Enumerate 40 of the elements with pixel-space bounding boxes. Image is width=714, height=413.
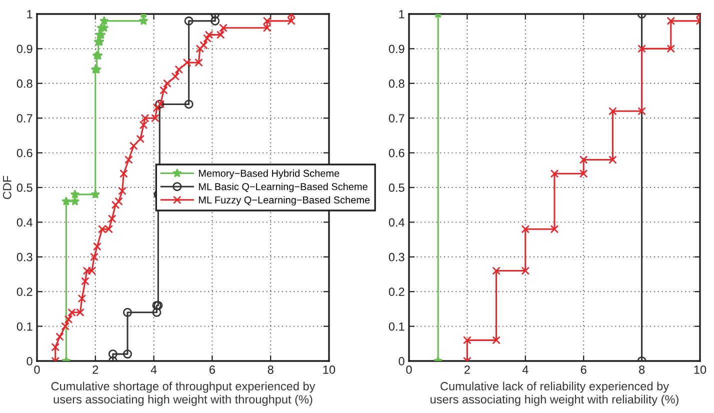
legend-label: Memory−Based Hybrid Scheme [198,170,340,179]
x-tick-label: 0 [406,365,412,374]
x-tick-label: 8 [639,365,645,374]
y-tick-label: 0.7 [388,114,404,122]
x-tick-label: 4 [522,366,528,374]
x-tick-label: 0 [34,365,40,374]
y-tick-label: 0.6 [16,148,32,158]
y-tick-label: 1 [27,10,32,18]
x-tick-label: 8 [268,365,274,374]
y-tick-label: 1 [399,10,404,18]
x-tick-label: 10 [694,365,706,374]
y-tick-label: 0.2 [388,288,404,296]
y-tick-label: 0.8 [388,79,404,88]
y-tick-label: 0.3 [16,252,32,262]
y-tick-label: 0.8 [16,79,32,88]
x-tick-label: 4 [150,366,157,374]
y-tick-label: 0.1 [388,322,404,331]
x-tick-label: 6 [580,365,586,374]
x-axis-title: Cumulative shortage of throughput experienced by users associating high weight with throughput (%) [51,382,316,406]
legend-label: ML Basic Q−Learning−Based Scheme [198,182,368,192]
y-tick-label: 0.1 [16,322,32,331]
y-axis-title: CDF [2,176,12,200]
y-tick-label: 0.9 [388,44,404,54]
y-tick-label: 0.6 [388,148,404,158]
y-tick-label: 0 [398,357,404,366]
legend-label: ML Fuzzy Q−Learning−Based Scheme [198,196,370,206]
y-tick-label: 0.4 [388,218,404,227]
y-tick-label: 0 [26,357,32,366]
y-tick-label: 0.7 [16,114,32,122]
y-tick-label: 0.5 [16,184,32,192]
x-tick-label: 2 [92,365,98,374]
y-tick-label: 0.4 [16,218,32,227]
x-tick-label: 2 [464,365,470,374]
y-tick-label: 0.5 [388,184,404,192]
x-axis-title: Cumulative lack of reliability experienced by users associating high weight with reliability (%) [430,382,678,406]
y-tick-label: 0.9 [16,44,32,54]
y-tick-label: 0.3 [388,252,404,262]
x-tick-label: 10 [323,365,336,374]
y-tick-label: 0.2 [16,288,32,296]
x-tick-label: 6 [210,365,215,374]
